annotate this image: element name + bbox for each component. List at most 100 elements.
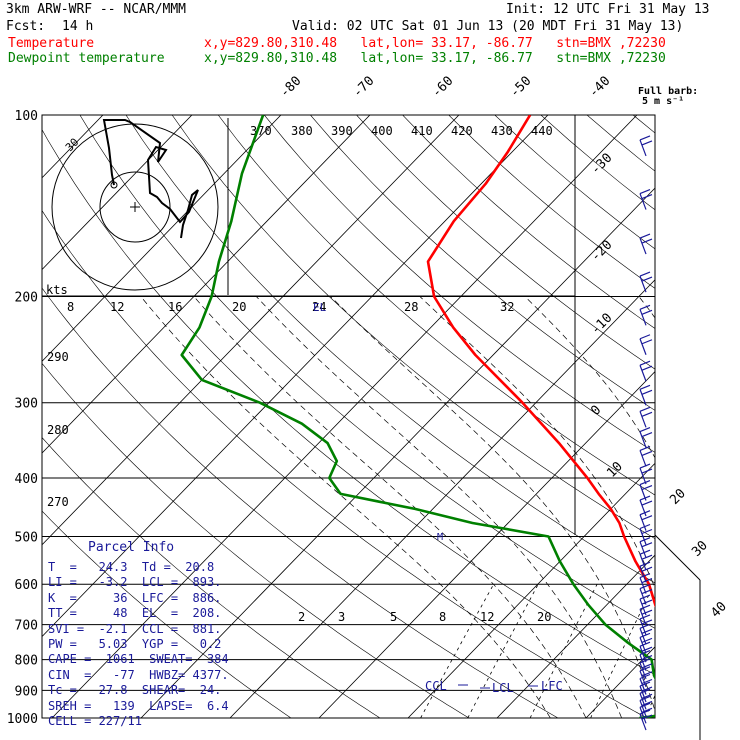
- isotherm-line: [42, 115, 549, 638]
- wind-barb-feather: [639, 523, 651, 530]
- moist-adiabat-line: [638, 296, 655, 319]
- moist-adiabat-line: [419, 296, 655, 590]
- wind-barb-feather: [641, 542, 653, 548]
- pressure-tick-label: 800: [15, 654, 38, 669]
- dry-adiabat-line: [79, 115, 655, 629]
- hodograph-trace: [102, 119, 199, 239]
- wind-barb-feather: [639, 583, 651, 590]
- hodograph-speed-label: 8: [67, 300, 74, 314]
- hodograph-speed-label: 12: [110, 300, 124, 314]
- wind-barb-feather: [641, 468, 653, 474]
- hodograph-speed-label: 24: [312, 300, 326, 314]
- mixing-ratio-label: 20: [537, 610, 551, 624]
- wind-barb-feather: [641, 637, 653, 643]
- wind-barb-feather: [639, 549, 651, 555]
- mixing-ratio-line: [467, 584, 539, 718]
- dry-adiabat-line: [125, 115, 655, 584]
- wind-barb-feather: [639, 623, 651, 629]
- wind-barb-staff: [639, 365, 647, 382]
- hodograph-speed-label: 16: [168, 300, 182, 314]
- wind-barb-feather: [639, 650, 651, 656]
- level-marker-lfc: LFC: [541, 679, 563, 693]
- level-marker-lcl: LCL: [492, 681, 514, 695]
- wind-barb-feather: [641, 714, 653, 720]
- wind-barb-feather: [641, 619, 653, 625]
- isotherm-label: 20: [667, 486, 689, 508]
- isotherm-label: -80: [277, 74, 304, 101]
- theta-label: 420: [451, 124, 473, 138]
- parcel-info-row: TT = 48 EL = 208.: [48, 606, 222, 621]
- wind-barb-staff: [639, 237, 647, 255]
- dewpoint-legend: Dewpoint temperature: [8, 51, 165, 66]
- wind-barb-feather: [641, 528, 653, 535]
- wind-barb-staff: [639, 514, 647, 531]
- theta-label: 440: [531, 124, 553, 138]
- wind-barb-feather: [641, 554, 653, 560]
- wind-barb-staff: [639, 499, 647, 517]
- dry-adiabat-line: [679, 115, 740, 718]
- wind-barb-feather: [641, 432, 653, 438]
- wind-barb-feather: [641, 609, 653, 615]
- pressure-tick-label: 300: [15, 397, 38, 412]
- wind-barb-staff: [639, 654, 647, 671]
- temperature-location: x,y=829.80,310.48 lat,lon= 33.17, -86.77…: [204, 36, 666, 51]
- wind-barb-feather: [641, 566, 653, 572]
- theta-label: 390: [331, 124, 353, 138]
- wind-barb-feather: [641, 389, 653, 395]
- parcel-info-row: SREH = 139 LAPSE= 6.4: [48, 698, 229, 713]
- parcel-info-row: CIN = -77 HWBZ= 4377.: [48, 667, 229, 682]
- isotherm-label: 40: [708, 599, 730, 621]
- forecast-hours: 14 h: [62, 19, 94, 34]
- wind-barb-feather: [639, 709, 651, 715]
- pressure-tick-label: 700: [15, 619, 38, 634]
- wind-barb-feather: [639, 479, 651, 486]
- isotherm-line: [675, 115, 740, 718]
- wind-barb-feather: [641, 500, 653, 506]
- wind-barb-feather: [639, 510, 651, 516]
- isotherm-line: [42, 115, 371, 454]
- wind-barb-feather: [639, 360, 651, 366]
- level-marker-m: M: [437, 532, 443, 543]
- wind-barb-feather: [639, 233, 651, 239]
- wind-barb-staff: [639, 467, 647, 485]
- dry-adiabat-line: [217, 115, 655, 496]
- isotherm-label: -40: [586, 74, 613, 101]
- pressure-tick-label: 200: [15, 291, 38, 306]
- isotherm-line: [42, 115, 460, 546]
- wind-barb-feather: [641, 365, 653, 371]
- dry-adiabat-line: [725, 115, 740, 718]
- isotherm-label: 30: [689, 538, 711, 560]
- wind-barb-feather: [639, 406, 651, 412]
- theta-label: 430: [491, 124, 513, 138]
- parcel-info-row: PW = 5.03 YGP = 0.2: [48, 637, 222, 651]
- wind-barb-feather: [641, 646, 653, 652]
- parcel-info-row: LI = -3.2 LCL = 893.: [48, 575, 222, 590]
- wind-barb-staff: [639, 707, 647, 724]
- parcel-info-title: Parcel Info: [88, 540, 175, 555]
- model-title: 3km ARW-WRF -- NCAR/MMM: [6, 2, 187, 17]
- hodograph-ring: [99, 171, 171, 243]
- dry-adiabat-label: 290: [47, 350, 69, 364]
- wind-barb-feather: [641, 693, 653, 699]
- dry-adiabat-line: [42, 437, 381, 718]
- isotherm-line: [407, 462, 655, 718]
- isotherm-label: -70: [350, 74, 377, 101]
- dewpoint-profile: [180, 115, 655, 718]
- wind-barb-staff: [639, 553, 647, 571]
- isotherm-line: [229, 279, 655, 718]
- parcel-info-row: SVI = -2.1 CCL = 881.: [48, 621, 222, 636]
- wind-barb-staff: [639, 565, 647, 583]
- wind-barb-feather: [641, 484, 653, 491]
- dry-adiabat-line: [42, 510, 292, 718]
- wind-barb-feather: [639, 614, 651, 620]
- wind-barb-feather: [641, 276, 653, 282]
- wind-barb-feather: [639, 702, 651, 708]
- isotherm-label: -60: [429, 74, 456, 101]
- moist-adiabat-line: [140, 296, 551, 718]
- wind-barb-staff: [639, 338, 647, 355]
- hodograph-storm-motion: [110, 181, 118, 189]
- pressure-tick-label: 900: [15, 684, 38, 699]
- parcel-info-row: T = 24.3 Td = 20.8: [48, 560, 215, 574]
- wind-barb-feather: [639, 495, 651, 501]
- pressure-tick-label: 600: [15, 578, 38, 593]
